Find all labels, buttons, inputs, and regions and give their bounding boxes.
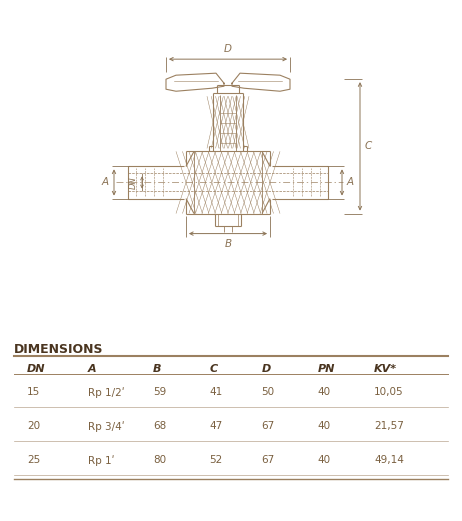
Text: 68: 68: [153, 421, 166, 431]
Text: D: D: [224, 44, 232, 54]
Text: C: C: [365, 141, 372, 152]
Text: DN: DN: [27, 364, 46, 374]
Text: Rp 3/4ʹ: Rp 3/4ʹ: [88, 421, 124, 432]
Text: 47: 47: [209, 421, 223, 431]
Text: DIMENSIONS: DIMENSIONS: [14, 343, 103, 356]
Text: 15: 15: [27, 387, 40, 397]
Text: 59: 59: [153, 387, 166, 397]
Text: B: B: [153, 364, 161, 374]
Text: 40: 40: [318, 455, 331, 465]
Text: 50: 50: [261, 387, 274, 397]
Text: 25: 25: [27, 455, 40, 465]
Text: 41: 41: [209, 387, 223, 397]
Text: 67: 67: [261, 455, 274, 465]
Text: DN: DN: [129, 176, 138, 189]
Text: B: B: [225, 239, 231, 249]
Text: 21,57: 21,57: [374, 421, 404, 431]
Text: KV*: KV*: [374, 364, 397, 374]
Text: PN: PN: [318, 364, 335, 374]
Text: 20: 20: [27, 421, 40, 431]
Text: 40: 40: [318, 387, 331, 397]
Text: 52: 52: [209, 455, 223, 465]
Text: 10,05: 10,05: [374, 387, 404, 397]
Text: C: C: [209, 364, 218, 374]
Text: 80: 80: [153, 455, 166, 465]
Text: A: A: [347, 178, 354, 188]
Text: Rp 1/2ʹ: Rp 1/2ʹ: [88, 387, 124, 398]
Text: A: A: [102, 178, 109, 188]
Text: 67: 67: [261, 421, 274, 431]
Text: 49,14: 49,14: [374, 455, 404, 465]
Text: Rp 1ʹ: Rp 1ʹ: [88, 455, 114, 466]
Text: 40: 40: [318, 421, 331, 431]
Text: A: A: [88, 364, 97, 374]
Text: D: D: [261, 364, 271, 374]
